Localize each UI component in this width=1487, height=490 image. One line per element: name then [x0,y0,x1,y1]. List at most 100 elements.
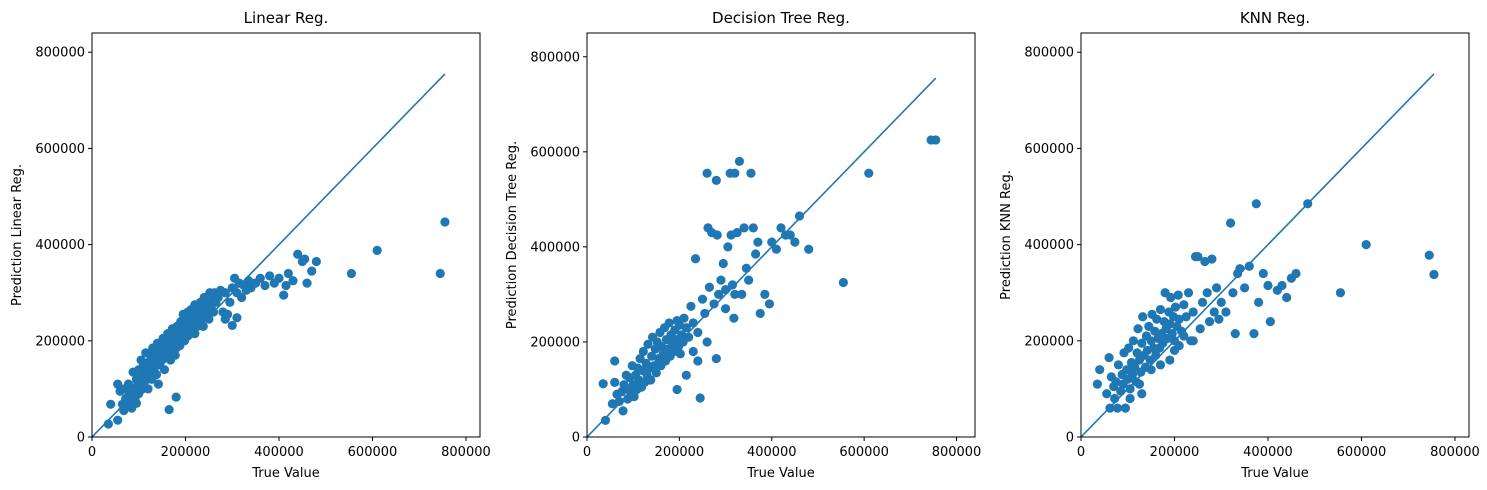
data-point [737,289,747,300]
data-point [651,368,661,378]
data-point [614,396,624,406]
data-point [260,280,270,291]
data-point [646,375,656,385]
data-point [1137,338,1147,348]
x-tick-label: 200000 [1150,445,1200,460]
data-point [610,377,620,387]
data-point [686,301,696,311]
data-point [693,327,703,338]
data-point [1152,314,1162,324]
data-point [730,168,740,178]
x-tick-label: 400000 [1243,445,1293,460]
data-point [236,292,247,303]
points-group [103,217,450,429]
data-point [255,273,265,283]
data-point [753,237,763,247]
data-point [1214,314,1224,324]
data-point [764,299,775,309]
axes-frame [91,32,481,438]
data-point [674,320,684,330]
data-point [1111,377,1121,387]
data-point [804,244,814,254]
data-point [750,249,761,259]
data-point [1258,268,1268,279]
data-point [1124,343,1134,353]
axes-frame [586,32,976,438]
data-point [647,351,657,361]
data-point [649,361,659,371]
data-point [1183,288,1194,298]
data-point [293,249,303,259]
data-point [1193,252,1203,262]
data-point [838,277,848,288]
data-point [1265,316,1275,327]
data-point [681,370,691,380]
data-point [697,294,708,304]
data-point [190,328,200,339]
data-point [700,308,710,319]
data-point [311,256,321,267]
data-point [741,263,751,273]
data-point [1095,365,1105,375]
data-point [159,365,170,375]
y-tick-label: 400000 [1024,238,1074,253]
y-tick-label: 200000 [35,334,85,349]
y-axis-label: Prediction Decision Tree Reg. [505,141,520,329]
data-point [931,135,941,145]
data-point [1188,336,1198,346]
x-tick-label: 200000 [655,445,705,460]
data-point [1179,300,1189,310]
data-point [643,339,653,349]
y-tick-label: 400000 [35,238,85,253]
data-point [727,280,738,290]
data-point [720,304,731,314]
data-point [760,289,770,300]
data-point [790,237,800,247]
axes-frame [1080,32,1470,438]
data-point [225,297,235,307]
y-tick-label: 0 [572,431,580,446]
subplot-3: 0 200000 400000 600000 800000 0 200000 400000 60… [999,9,1480,481]
y-tick-label: 800000 [1024,46,1074,61]
x-tick-label: 600000 [1337,445,1387,460]
data-point [748,223,758,233]
data-point [677,330,687,340]
data-point [1335,288,1346,298]
data-point [610,356,620,366]
data-point [435,268,445,279]
data-point [1116,386,1126,396]
y-tick-label: 600000 [530,145,580,160]
data-point [1200,256,1210,267]
data-point [283,268,293,279]
data-point [1167,328,1177,339]
data-point [714,289,724,300]
x-axis-label: True Value [746,466,814,481]
data-point [711,353,721,364]
y-tick-label: 200000 [1024,334,1074,349]
data-point [607,399,618,409]
data-point [1249,328,1259,339]
y-axis-label: Prediction KNN Reg. [999,170,1014,300]
data-point [693,356,703,366]
data-point [153,379,163,389]
data-point [208,307,219,317]
data-point [1128,336,1138,346]
data-point [1263,280,1273,291]
data-point [1151,350,1161,360]
data-point [346,268,357,279]
data-point [1174,341,1184,351]
data-point [695,393,705,403]
data-point [1230,328,1240,339]
data-point [1112,403,1123,413]
subplot-1: 0 200000 400000 600000 800000 0 200000 400000 60… [10,9,491,481]
data-point [1132,348,1142,358]
data-point [716,275,726,285]
y-tick-label: 0 [1066,431,1074,446]
data-point [143,384,153,394]
data-point [598,379,608,389]
data-point [1204,316,1215,327]
data-point [1138,312,1148,322]
data-point [1235,264,1245,274]
data-point [638,346,648,357]
data-point [688,346,698,357]
